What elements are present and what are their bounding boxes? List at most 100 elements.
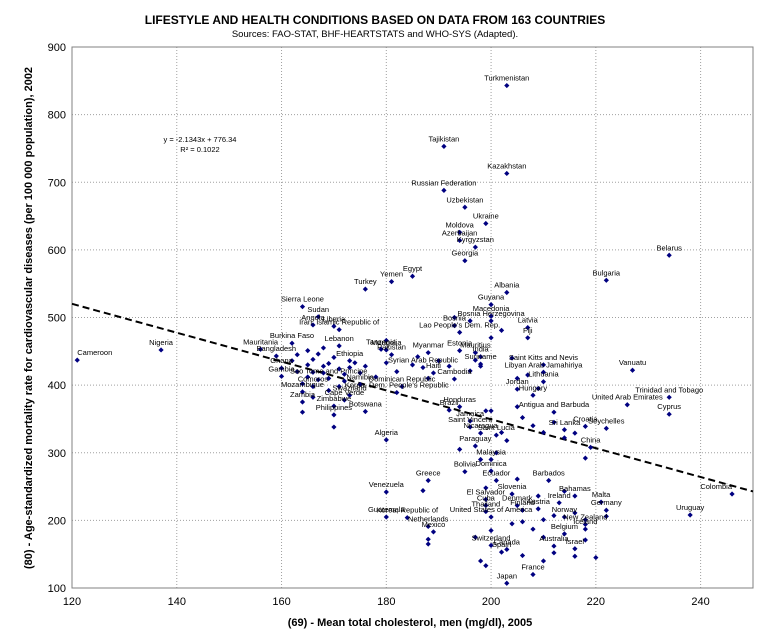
data-point bbox=[561, 531, 568, 537]
data-point bbox=[561, 514, 568, 520]
x-tick-label: 120 bbox=[63, 596, 81, 608]
point-label: Kyrgyzstan bbox=[457, 235, 494, 244]
data-point bbox=[472, 350, 478, 356]
x-axis-label: (69) - Mean total cholesterol, men (mg/d… bbox=[288, 617, 533, 629]
data-point bbox=[383, 347, 389, 353]
point-label: Malaysia bbox=[476, 448, 506, 457]
data-point bbox=[483, 563, 489, 569]
trendline-group bbox=[71, 302, 754, 493]
data-point bbox=[299, 389, 306, 395]
point-label: Sri Lanka bbox=[549, 418, 582, 427]
y-tick-label: 100 bbox=[48, 583, 66, 595]
data-point bbox=[383, 360, 389, 366]
data-point bbox=[488, 335, 494, 341]
data-point bbox=[341, 371, 347, 377]
data-point bbox=[493, 450, 499, 456]
data-point bbox=[310, 322, 316, 328]
point-label: Burkina Faso bbox=[270, 331, 314, 340]
point-label: Ecuador bbox=[482, 468, 510, 477]
point-label: Finland bbox=[510, 498, 535, 507]
data-point bbox=[514, 476, 520, 482]
data-point bbox=[582, 517, 588, 523]
data-point bbox=[310, 356, 316, 363]
point-label: Bangladesh bbox=[256, 344, 296, 353]
data-point bbox=[551, 550, 557, 556]
data-point bbox=[441, 143, 447, 150]
point-label: Mexico bbox=[422, 520, 446, 529]
point-label: Bahamas bbox=[559, 484, 591, 493]
data-point bbox=[299, 381, 306, 387]
y-tick-label: 300 bbox=[48, 448, 66, 460]
y-tick-label: 400 bbox=[48, 380, 66, 392]
point-label: Paraguay bbox=[459, 434, 491, 443]
point-label: Mongolia bbox=[371, 338, 402, 347]
data-point bbox=[478, 354, 484, 360]
point-label: Bosnia bbox=[443, 314, 467, 323]
point-label: Zimbabwe bbox=[317, 394, 352, 403]
data-point bbox=[525, 335, 531, 341]
point-label: Barbados bbox=[533, 468, 565, 477]
point-label: Lao People's Dem. Rep. bbox=[419, 320, 500, 329]
data-point bbox=[357, 381, 363, 388]
data-point bbox=[425, 541, 431, 547]
data-point bbox=[388, 352, 395, 358]
data-point bbox=[514, 502, 520, 509]
data-point bbox=[336, 327, 342, 333]
point-label: Denmark bbox=[502, 493, 533, 502]
data-point bbox=[425, 350, 431, 356]
point-labels: Turkmenistan Tajikistan Kazakhstan Russian … bbox=[77, 74, 733, 581]
data-point bbox=[582, 526, 588, 532]
data-point bbox=[383, 437, 389, 443]
y-tick-label: 200 bbox=[48, 515, 66, 527]
x-tick-label: 160 bbox=[272, 596, 290, 608]
data-point bbox=[299, 304, 306, 310]
point-label: Yemen bbox=[380, 270, 403, 279]
data-point bbox=[394, 369, 400, 375]
data-point bbox=[488, 468, 494, 474]
data-point bbox=[509, 355, 515, 361]
point-label: Slovenia bbox=[498, 482, 528, 491]
data-point bbox=[278, 373, 285, 379]
data-point bbox=[582, 537, 588, 543]
data-point bbox=[457, 229, 463, 235]
point-label: Sierra Leone bbox=[281, 295, 324, 304]
data-point bbox=[504, 82, 510, 89]
data-point bbox=[467, 418, 473, 424]
data-point bbox=[514, 375, 520, 381]
data-point bbox=[420, 364, 426, 371]
data-point bbox=[394, 389, 400, 396]
data-point bbox=[383, 514, 389, 520]
data-point bbox=[299, 409, 306, 415]
data-point bbox=[624, 402, 630, 408]
point-label: Saint Kitts and Nevis bbox=[509, 353, 578, 362]
point-label: Norway bbox=[552, 505, 578, 514]
data-point bbox=[509, 491, 515, 497]
point-label: Jamaica bbox=[456, 409, 485, 418]
data-point bbox=[514, 386, 520, 392]
data-point bbox=[331, 424, 337, 430]
data-point bbox=[519, 552, 526, 559]
data-point bbox=[561, 435, 568, 441]
data-point bbox=[488, 514, 494, 520]
point-label: Haiti bbox=[426, 361, 441, 370]
data-point bbox=[582, 521, 588, 528]
data-point bbox=[430, 529, 437, 535]
point-label: Libyan Arab Jamahiriya bbox=[504, 360, 583, 369]
point-label: Cyprus bbox=[657, 402, 681, 411]
data-point bbox=[472, 443, 478, 449]
point-label: Algeria bbox=[375, 428, 399, 437]
data-point bbox=[326, 360, 332, 367]
data-point bbox=[331, 403, 337, 409]
data-point bbox=[514, 404, 520, 410]
point-label: Guyana bbox=[478, 293, 505, 302]
data-point bbox=[551, 543, 557, 549]
point-label: Vanuatu bbox=[619, 358, 646, 367]
data-point bbox=[504, 580, 510, 586]
data-point bbox=[488, 318, 494, 324]
data-point bbox=[472, 357, 478, 363]
point-label: Malta bbox=[592, 490, 611, 499]
axis-ticks: 120 140 160 180 200 220 240 100 200 300 400 500 600 7… bbox=[48, 42, 710, 608]
point-label: Korea, Dem. People's Republic bbox=[345, 381, 449, 390]
point-label: Belgium bbox=[551, 522, 578, 531]
